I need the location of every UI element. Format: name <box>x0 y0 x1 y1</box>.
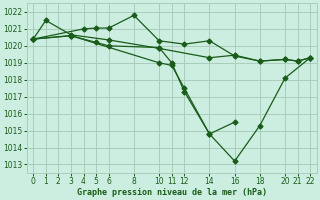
X-axis label: Graphe pression niveau de la mer (hPa): Graphe pression niveau de la mer (hPa) <box>77 188 267 197</box>
